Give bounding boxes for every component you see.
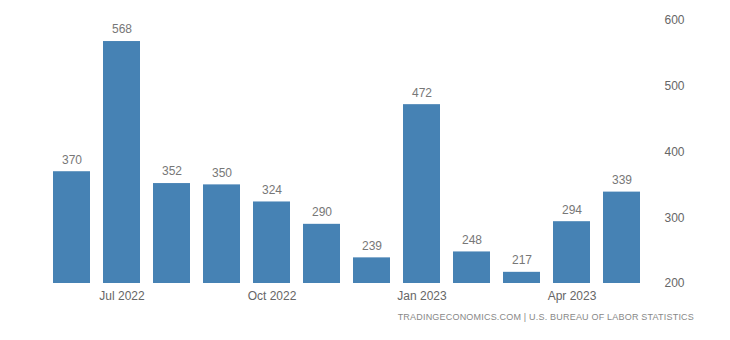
svg-text:500: 500 [665, 79, 685, 93]
svg-text:472: 472 [412, 86, 432, 100]
svg-text:217: 217 [512, 253, 532, 267]
svg-text:Oct 2022: Oct 2022 [248, 289, 297, 303]
svg-text:352: 352 [162, 164, 182, 178]
svg-text:294: 294 [562, 203, 582, 217]
html-text:TRADINGECONOMICS.COM | U.S. BU: TRADINGECONOMICS.COM | U.S. BUREAU OF LA… [397, 312, 694, 322]
svg-text:600: 600 [665, 13, 685, 27]
svg-text:400: 400 [665, 145, 685, 159]
svg-text:324: 324 [262, 183, 282, 197]
svg-text:Apr 2023: Apr 2023 [548, 289, 597, 303]
svg-text:Jul 2022: Jul 2022 [99, 289, 145, 303]
svg-text:300: 300 [665, 211, 685, 225]
svg-text:290: 290 [312, 205, 332, 219]
svg-text:200: 200 [665, 276, 685, 290]
svg-text:Jan 2023: Jan 2023 [397, 289, 447, 303]
svg-text:339: 339 [612, 173, 632, 187]
svg-text:248: 248 [462, 233, 482, 247]
svg-text:239: 239 [362, 239, 382, 253]
svg-text:350: 350 [212, 166, 232, 180]
svg-text:568: 568 [112, 22, 132, 36]
svg-text:370: 370 [62, 153, 82, 167]
